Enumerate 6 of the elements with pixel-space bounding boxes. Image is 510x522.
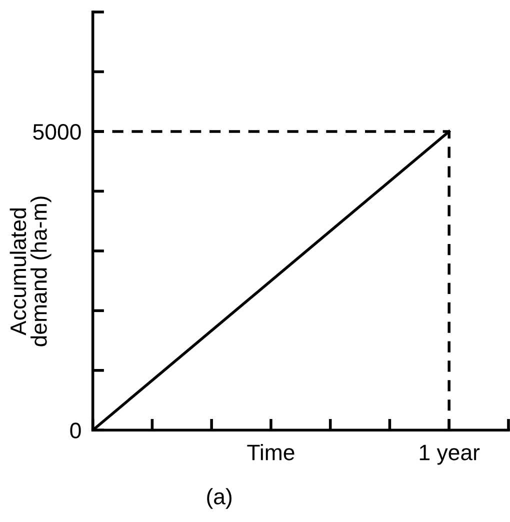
text: (a)	[207, 488, 232, 509]
y-tick-label: 5000	[33, 124, 81, 140]
y-tick-label: 0	[70, 422, 81, 438]
x-tick-label: Time	[247, 444, 294, 460]
y-axis-title: Accumulated demand (ha-m)	[10, 196, 52, 346]
x-tick-label: 1 year	[420, 444, 480, 465]
